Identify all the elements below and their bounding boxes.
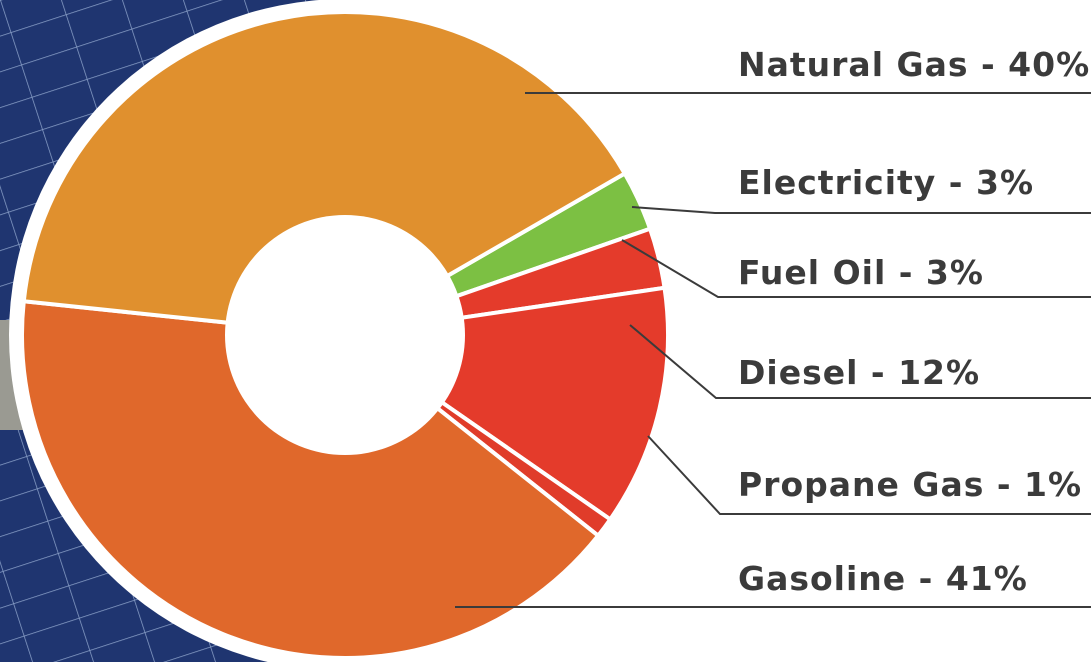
leader-line: [647, 435, 1091, 515]
leader-line: [631, 206, 1091, 214]
slice-label: Diesel - 12%: [738, 353, 980, 392]
slice-label: Natural Gas - 40%: [738, 45, 1090, 84]
slice-label: Gasoline - 41%: [738, 559, 1028, 598]
slice-label: Fuel Oil - 3%: [738, 253, 984, 292]
slice-label: Electricity - 3%: [738, 163, 1034, 202]
leader-line: [621, 239, 1091, 298]
donut-hole: [225, 215, 465, 455]
slice-label: Propane Gas - 1%: [738, 465, 1082, 504]
leader-line: [629, 324, 1091, 399]
